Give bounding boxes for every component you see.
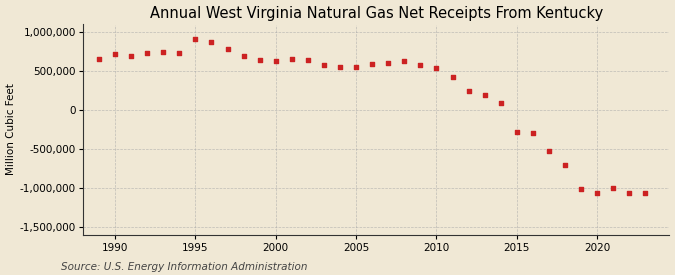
- Point: [463, 89, 474, 93]
- Point: [576, 187, 587, 192]
- Point: [479, 92, 490, 97]
- Point: [431, 65, 442, 70]
- Point: [495, 101, 506, 105]
- Point: [174, 50, 185, 55]
- Point: [415, 63, 426, 67]
- Point: [640, 190, 651, 195]
- Point: [190, 36, 200, 41]
- Point: [254, 57, 265, 62]
- Point: [543, 149, 554, 153]
- Point: [109, 52, 120, 56]
- Point: [302, 57, 313, 62]
- Y-axis label: Million Cubic Feet: Million Cubic Feet: [5, 84, 16, 175]
- Point: [238, 53, 249, 58]
- Point: [222, 46, 233, 51]
- Point: [351, 65, 362, 70]
- Point: [271, 59, 281, 63]
- Point: [624, 190, 634, 195]
- Point: [94, 57, 105, 61]
- Point: [560, 162, 570, 167]
- Text: Source: U.S. Energy Information Administration: Source: U.S. Energy Information Administ…: [61, 262, 307, 272]
- Point: [592, 190, 603, 195]
- Point: [399, 59, 410, 63]
- Point: [447, 75, 458, 79]
- Point: [286, 57, 297, 61]
- Point: [367, 62, 377, 66]
- Point: [527, 131, 538, 136]
- Point: [512, 130, 522, 134]
- Point: [608, 186, 618, 190]
- Point: [158, 50, 169, 54]
- Point: [206, 39, 217, 44]
- Title: Annual West Virginia Natural Gas Net Receipts From Kentucky: Annual West Virginia Natural Gas Net Rec…: [150, 6, 603, 21]
- Point: [142, 51, 153, 56]
- Point: [335, 64, 346, 69]
- Point: [126, 53, 136, 58]
- Point: [319, 63, 329, 67]
- Point: [383, 61, 394, 66]
